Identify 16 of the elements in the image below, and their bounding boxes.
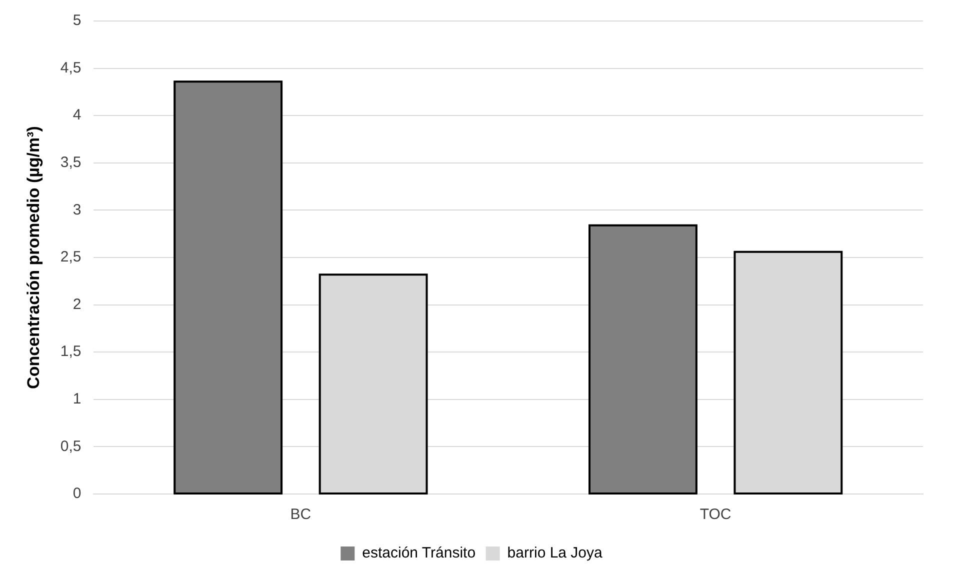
y-tick-label: 3 <box>72 201 82 218</box>
x-tick-label: TOC <box>700 506 732 524</box>
y-tick-label: 2 <box>72 296 82 313</box>
y-tick-label: 1 <box>72 390 82 408</box>
y-tick-label: 2,5 <box>60 248 82 266</box>
legend-label: estación Tránsito <box>362 544 476 562</box>
y-tick-label: 4,5 <box>60 59 82 76</box>
y-tick-label: 5 <box>72 12 82 30</box>
y-tick-label: 0,5 <box>60 438 82 455</box>
x-tick-label: BC <box>290 506 312 524</box>
y-tick-label: 0 <box>72 485 82 502</box>
y-axis-title: Concentración promedio (µg/m³) <box>24 126 43 389</box>
y-tick-label: 4 <box>72 106 82 124</box>
y-tick-label: 1,5 <box>60 343 82 360</box>
y-tick-label: 3,5 <box>60 154 82 172</box>
legend-label: barrio La Joya <box>507 544 604 562</box>
